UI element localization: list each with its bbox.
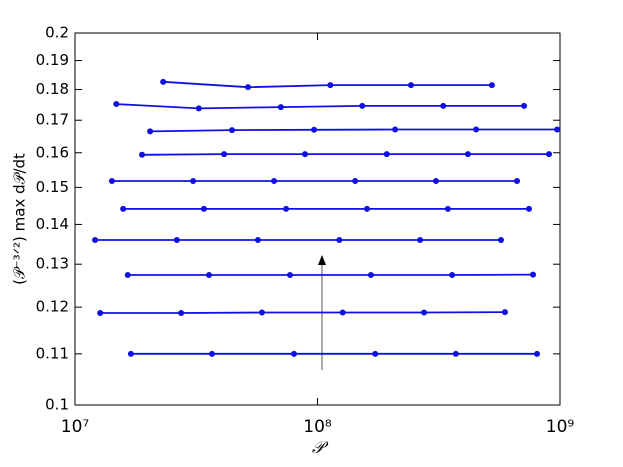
data-point xyxy=(92,236,99,243)
data-point xyxy=(444,205,451,212)
data-point xyxy=(311,126,318,133)
y-tick-label: 0.13 xyxy=(36,255,69,273)
data-point xyxy=(359,102,366,109)
data-point xyxy=(208,350,215,357)
data-point xyxy=(254,236,261,243)
series-line xyxy=(116,103,525,110)
data-point xyxy=(521,102,528,109)
data-point xyxy=(525,205,532,212)
series-line xyxy=(100,311,506,314)
data-point xyxy=(372,350,379,357)
y-tick-label: 0.14 xyxy=(36,215,69,233)
data-point xyxy=(392,126,399,133)
data-point xyxy=(408,82,415,89)
data-point xyxy=(97,309,104,316)
data-point xyxy=(195,105,202,112)
y-tick-label: 0.15 xyxy=(36,178,69,196)
y-tick-label: 0.17 xyxy=(36,111,69,129)
data-point xyxy=(534,350,541,357)
data-point xyxy=(200,205,207,212)
data-point xyxy=(113,101,120,108)
data-point xyxy=(546,151,553,158)
x-axis-label: 𝒫 xyxy=(312,438,329,458)
y-tick-label: 0.1 xyxy=(45,396,69,414)
data-point xyxy=(327,82,334,89)
data-point xyxy=(473,126,480,133)
plot-frame xyxy=(74,32,561,406)
series-line xyxy=(150,128,558,133)
y-axis-label: (𝒫⁻³ᐟ²) max d𝒫/dt xyxy=(11,153,29,285)
data-point xyxy=(336,236,343,243)
x-tick-label: 10⁸ xyxy=(303,417,332,437)
x-tick-label: 10⁷ xyxy=(61,417,90,437)
data-point xyxy=(352,177,359,184)
data-point xyxy=(271,177,278,184)
data-point xyxy=(501,309,508,316)
data-point xyxy=(283,205,290,212)
data-point xyxy=(452,350,459,357)
data-point xyxy=(190,177,197,184)
data-point xyxy=(554,126,561,133)
data-point xyxy=(206,272,213,279)
y-tick-label: 0.19 xyxy=(36,51,69,69)
data-point xyxy=(139,151,146,158)
data-point xyxy=(277,104,284,111)
data-point xyxy=(160,78,167,85)
data-point xyxy=(449,272,456,279)
data-point xyxy=(120,205,127,212)
data-point xyxy=(464,151,471,158)
data-point xyxy=(367,272,374,279)
data-point xyxy=(383,151,390,158)
data-point xyxy=(221,151,228,158)
data-point xyxy=(421,309,428,316)
data-point xyxy=(488,82,495,89)
data-point xyxy=(108,177,115,184)
data-point xyxy=(228,127,235,134)
y-tick-label: 0.11 xyxy=(36,344,69,362)
data-point xyxy=(339,309,346,316)
data-point xyxy=(417,236,424,243)
arrow-head xyxy=(318,255,326,265)
data-point xyxy=(497,236,504,243)
y-tick-label: 0.18 xyxy=(36,80,69,98)
y-tick-label: 0.2 xyxy=(45,24,69,42)
data-point xyxy=(530,271,537,278)
data-point xyxy=(286,272,293,279)
data-point xyxy=(440,102,447,109)
data-point xyxy=(290,350,297,357)
data-point xyxy=(245,84,252,91)
y-tick-label: 0.16 xyxy=(36,143,69,161)
data-point xyxy=(147,128,154,135)
data-point xyxy=(432,177,439,184)
data-point xyxy=(124,272,131,279)
x-tick-label: 10⁹ xyxy=(546,417,575,437)
data-point xyxy=(173,236,180,243)
data-point xyxy=(514,177,521,184)
data-point xyxy=(301,151,308,158)
data-point xyxy=(127,350,134,357)
data-point xyxy=(363,205,370,212)
series-line xyxy=(141,153,549,156)
data-point xyxy=(178,309,185,316)
data-point xyxy=(258,309,265,316)
y-tick-label: 0.12 xyxy=(36,298,69,316)
